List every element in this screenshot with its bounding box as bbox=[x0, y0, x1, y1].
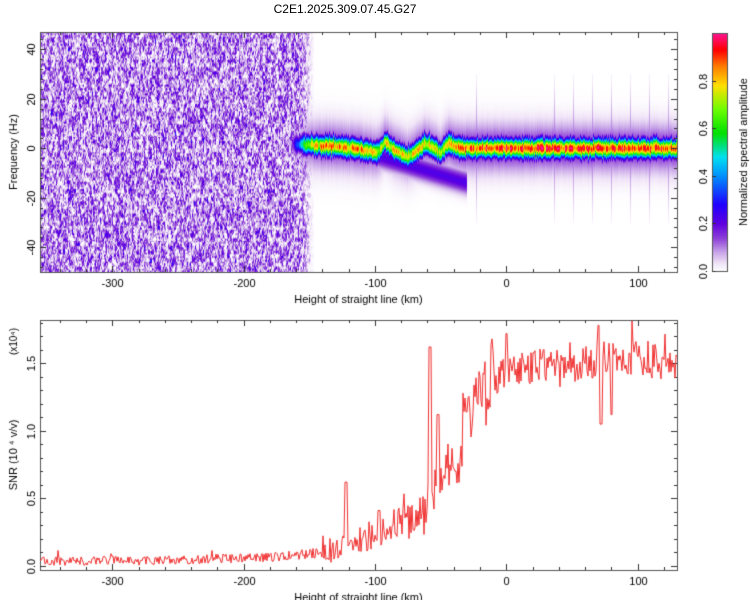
page-title: C2E1.2025.309.07.45.G27 bbox=[273, 2, 417, 16]
